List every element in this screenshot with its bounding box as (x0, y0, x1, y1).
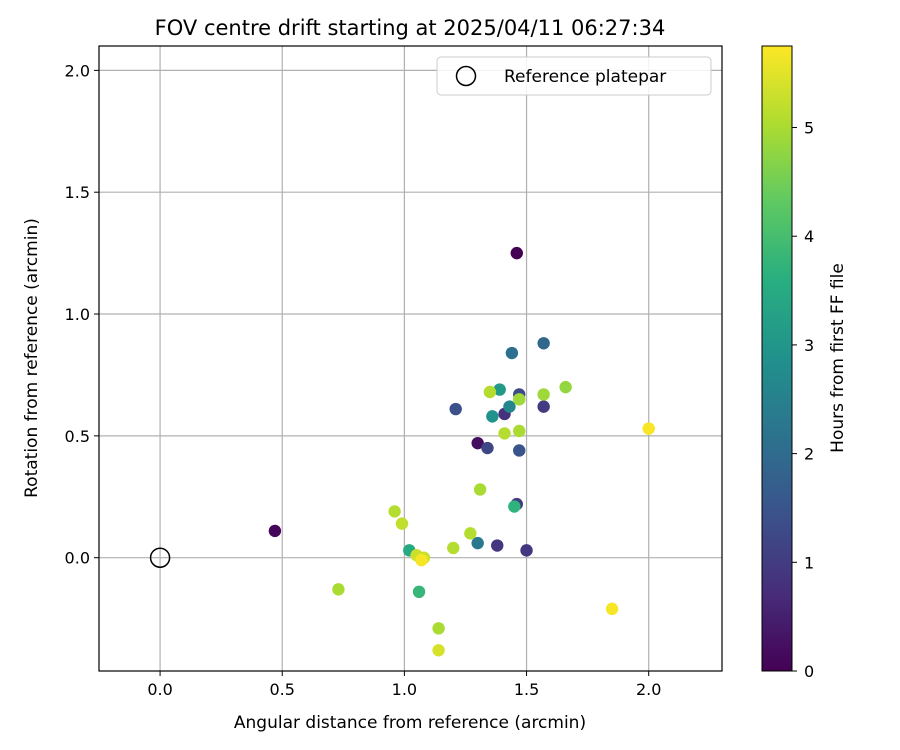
colorbar-tick-label: 4 (804, 227, 814, 246)
scatter-point (395, 517, 409, 530)
scatter-point (503, 400, 516, 413)
scatter-point (493, 383, 506, 396)
scatter-point (513, 444, 526, 457)
y-tick-label: 0.0 (65, 549, 90, 568)
chart-title: FOV centre drift starting at 2025/04/11 … (155, 16, 666, 40)
y-tick-label: 2.0 (65, 61, 90, 80)
scatter-point (537, 388, 550, 401)
scatter-point (464, 527, 477, 540)
scatter-point (332, 583, 345, 596)
scatter-point (486, 410, 499, 423)
x-tick-label: 1.5 (514, 680, 539, 699)
legend-marker-icon (455, 65, 477, 87)
y-tick-label: 1.0 (65, 305, 90, 324)
colorbar-ticks: 0 1 2 3 4 5 (792, 119, 814, 681)
scatter-point (449, 402, 462, 416)
scatter-point (520, 544, 533, 557)
scatter-point (432, 644, 445, 657)
scatter-point (559, 380, 572, 394)
legend-entry-reference-platepar: Reference platepar (504, 67, 666, 87)
legend: Reference platepar (436, 56, 712, 96)
scatter-point (388, 505, 401, 518)
x-tick-label: 0.5 (270, 680, 295, 699)
x-tick-label: 0.0 (147, 680, 172, 699)
colorbar-label: Hours from first FF file (828, 263, 848, 453)
legend-box (436, 56, 712, 96)
colorbar-tick-label: 0 (804, 662, 814, 681)
scatter-point (505, 346, 519, 360)
scatter-point (447, 541, 460, 555)
scatter-point (268, 524, 282, 538)
scatter-point (412, 585, 426, 599)
scatter-point (415, 553, 428, 567)
scatter-point (471, 436, 484, 450)
scatter-point (508, 500, 521, 513)
scatter-point (605, 602, 619, 616)
scatter-point (471, 536, 484, 550)
x-axis-label: Angular distance from reference (arcmin) (234, 713, 586, 733)
scatter-point (513, 393, 526, 406)
scatter-point (483, 385, 497, 399)
scatter-point (642, 422, 655, 435)
colorbar-tick-label: 5 (804, 119, 814, 138)
colorbar: 0 1 2 3 4 5 Hours from first FF file (761, 45, 848, 681)
colorbar-tick-label: 2 (804, 445, 814, 464)
y-axis-label: Rotation from reference (arcmin) (22, 218, 42, 498)
scatter-series (268, 246, 655, 657)
y-tick-label: 1.5 (65, 183, 90, 202)
reference-platepar-marker (149, 547, 171, 568)
colorbar-gradient (761, 45, 793, 672)
scatter-point (432, 622, 445, 635)
scatter-point (498, 427, 511, 440)
x-tick-label: 1.0 (392, 680, 417, 699)
x-axis: 0.0 0.5 1.0 1.5 2.0 (147, 671, 661, 699)
scatter-point (491, 539, 504, 552)
scatter-point (481, 441, 494, 455)
plot-frame (98, 45, 723, 672)
y-tick-label: 0.5 (65, 427, 90, 446)
x-tick-label: 2.0 (636, 680, 661, 699)
scatter-point (510, 246, 523, 260)
colorbar-tick-label: 1 (804, 553, 814, 572)
y-axis: 0.0 0.5 1.0 1.5 2.0 (65, 61, 99, 568)
scatter-point (513, 424, 526, 438)
scatter-point (537, 337, 550, 350)
scatter-point (473, 483, 487, 496)
colorbar-tick-label: 3 (804, 336, 814, 355)
grid (99, 46, 722, 671)
scatter-point (537, 400, 550, 413)
